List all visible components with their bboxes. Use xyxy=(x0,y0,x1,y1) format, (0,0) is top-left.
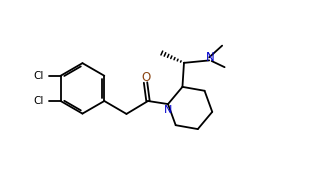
Text: Cl: Cl xyxy=(33,71,44,81)
Text: N: N xyxy=(205,52,214,64)
Text: O: O xyxy=(141,70,150,84)
Text: Cl: Cl xyxy=(33,96,44,106)
Text: N: N xyxy=(164,105,172,115)
